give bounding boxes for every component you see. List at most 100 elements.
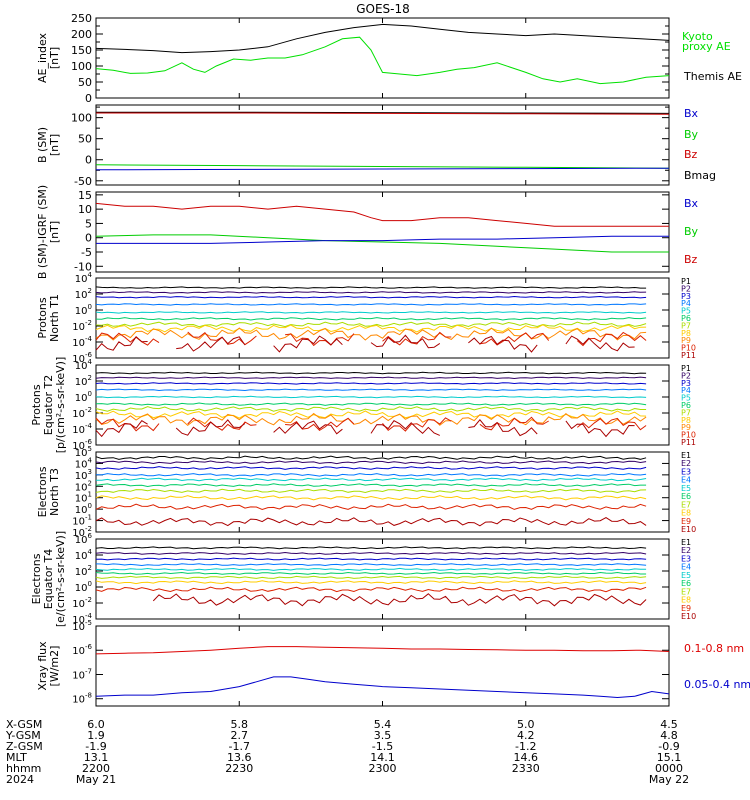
legend-e7: E7	[681, 587, 691, 596]
series-e8	[95, 495, 647, 501]
series-e4	[95, 563, 647, 567]
y-tick-label: 101	[75, 491, 92, 505]
y-axis-label-line: Equator T2	[42, 375, 55, 435]
y-tick-label: 150	[71, 44, 92, 57]
y-axis-label-line: North T1	[48, 294, 61, 342]
series-p8	[95, 324, 647, 333]
y-tick-label: 104	[75, 456, 93, 470]
y-axis-label-line: B (SM)-IGRF (SM)	[36, 185, 49, 279]
y-tick-label-base: 10	[72, 517, 85, 528]
y-axis-label-line: [nT]	[48, 134, 61, 156]
series-bx	[95, 167, 670, 171]
y-tick-label: 100	[71, 112, 92, 125]
y-tick-label-base: 10	[75, 551, 88, 562]
y-tick-label-base: 10	[72, 615, 85, 626]
y-tick-label-exponent: 2	[88, 287, 92, 295]
y-tick-label-base: 10	[72, 338, 85, 349]
legend-p7: P7	[681, 321, 691, 330]
series-0-1-0-8-nm	[95, 646, 670, 655]
y-tick-label-base: 10	[75, 290, 88, 301]
series-e7	[95, 488, 647, 494]
y-tick-label-exponent: -6	[85, 438, 93, 446]
y-axis-label-line: Protons	[36, 297, 49, 338]
y-tick-label-exponent: -4	[85, 612, 93, 620]
legend-p9: P9	[681, 423, 691, 432]
legend-p3: P3	[681, 292, 691, 301]
panel-frame	[95, 17, 670, 99]
y-tick-label-exponent: -2	[85, 406, 92, 414]
y-tick-label: 10-6	[72, 438, 92, 452]
series-p2	[95, 291, 647, 294]
y-tick-label-exponent: 0	[88, 580, 92, 588]
y-tick-label-base: 10	[72, 599, 85, 610]
footer-row-label: hhmm	[6, 762, 41, 775]
footer-value: -1.9	[85, 740, 106, 753]
y-axis-label-line: [nT]	[48, 47, 61, 69]
y-tick-label: 102	[75, 479, 92, 493]
legend-e1: E1	[681, 451, 691, 460]
y-tick-label-base: 10	[75, 505, 88, 516]
footer-value: 5.4	[374, 718, 392, 731]
y-tick-label-base: 10	[75, 482, 88, 493]
legend-e9: E9	[681, 517, 691, 526]
legend-0-05-0-4-nm: 0.05-0.4 nm	[684, 678, 750, 691]
legend-0-1-0-8-nm: 0.1-0.8 nm	[684, 642, 744, 655]
legend-e5: E5	[681, 571, 691, 580]
y-tick-label: 5	[85, 217, 92, 230]
y-tick-label-exponent: -6	[85, 351, 93, 359]
y-tick-label: 10-2	[72, 319, 92, 333]
legend-e8: E8	[681, 596, 691, 605]
series-e2	[95, 551, 647, 555]
y-axis-label: AE_index[nT]	[36, 32, 61, 83]
y-tick-label-exponent: 0	[88, 390, 92, 398]
y-tick-label-exponent: 0	[88, 502, 92, 510]
series-p3	[95, 295, 647, 299]
plot-title: GOES-18	[356, 2, 410, 16]
footer-value: 4.2	[517, 729, 535, 742]
y-tick-label-base: 10	[72, 409, 85, 420]
footer-value: 0000	[655, 762, 683, 775]
series-e1	[95, 455, 647, 460]
footer-value: 14.6	[514, 751, 539, 764]
footer-value: -1.7	[229, 740, 250, 753]
legend-e2: E2	[681, 546, 691, 555]
y-axis-label: ProtonsEquator T2[p/(cm²-s-sr-keV)]	[30, 357, 67, 454]
y-tick-label: 200	[71, 28, 92, 41]
y-tick-label: 106	[75, 532, 93, 546]
footer-value: 14.1	[370, 751, 395, 764]
series-bmag	[96, 111, 670, 114]
legend-p5: P5	[681, 307, 691, 316]
y-axis-label: ProtonsNorth T1	[36, 294, 61, 342]
y-axis-label-line: [p/(cm²-s-sr-keV)]	[54, 357, 67, 454]
y-tick-label-base: 10	[75, 583, 88, 594]
legend-p11: P11	[681, 438, 696, 447]
footer-value: 15.1	[657, 751, 682, 764]
footer-row-label: MLT	[6, 751, 27, 764]
legend-p8: P8	[681, 416, 691, 425]
y-tick-label-exponent: 2	[88, 479, 92, 487]
y-axis-label: B (SM)-IGRF (SM)[nT]	[36, 185, 61, 279]
legend-e3: E3	[681, 467, 691, 476]
footer-row-label: Y-GSM	[5, 729, 41, 742]
legend-e7: E7	[681, 500, 691, 509]
y-tick-label-base: 10	[72, 441, 85, 452]
y-tick-label-exponent: 5	[88, 445, 92, 453]
y-tick-label: 50	[78, 133, 92, 146]
y-tick-label: 10-2	[72, 596, 92, 610]
y-tick-label: 10-2	[72, 525, 92, 539]
legend-p3: P3	[681, 379, 691, 388]
series-p5	[95, 311, 647, 314]
series-e10	[95, 517, 647, 527]
y-tick-label-exponent: 2	[88, 564, 92, 572]
y-tick-label: 15	[78, 189, 92, 202]
footer-value: -1.2	[515, 740, 536, 753]
y-tick-label-exponent: -5	[85, 619, 92, 627]
footer-value: 5.8	[231, 718, 249, 731]
legend-e6: E6	[681, 579, 691, 588]
series-e3	[95, 466, 647, 470]
legend-e5: E5	[681, 484, 691, 493]
legend-bz: Bz	[684, 148, 698, 161]
footer-row-label: Z-GSM	[6, 740, 43, 753]
